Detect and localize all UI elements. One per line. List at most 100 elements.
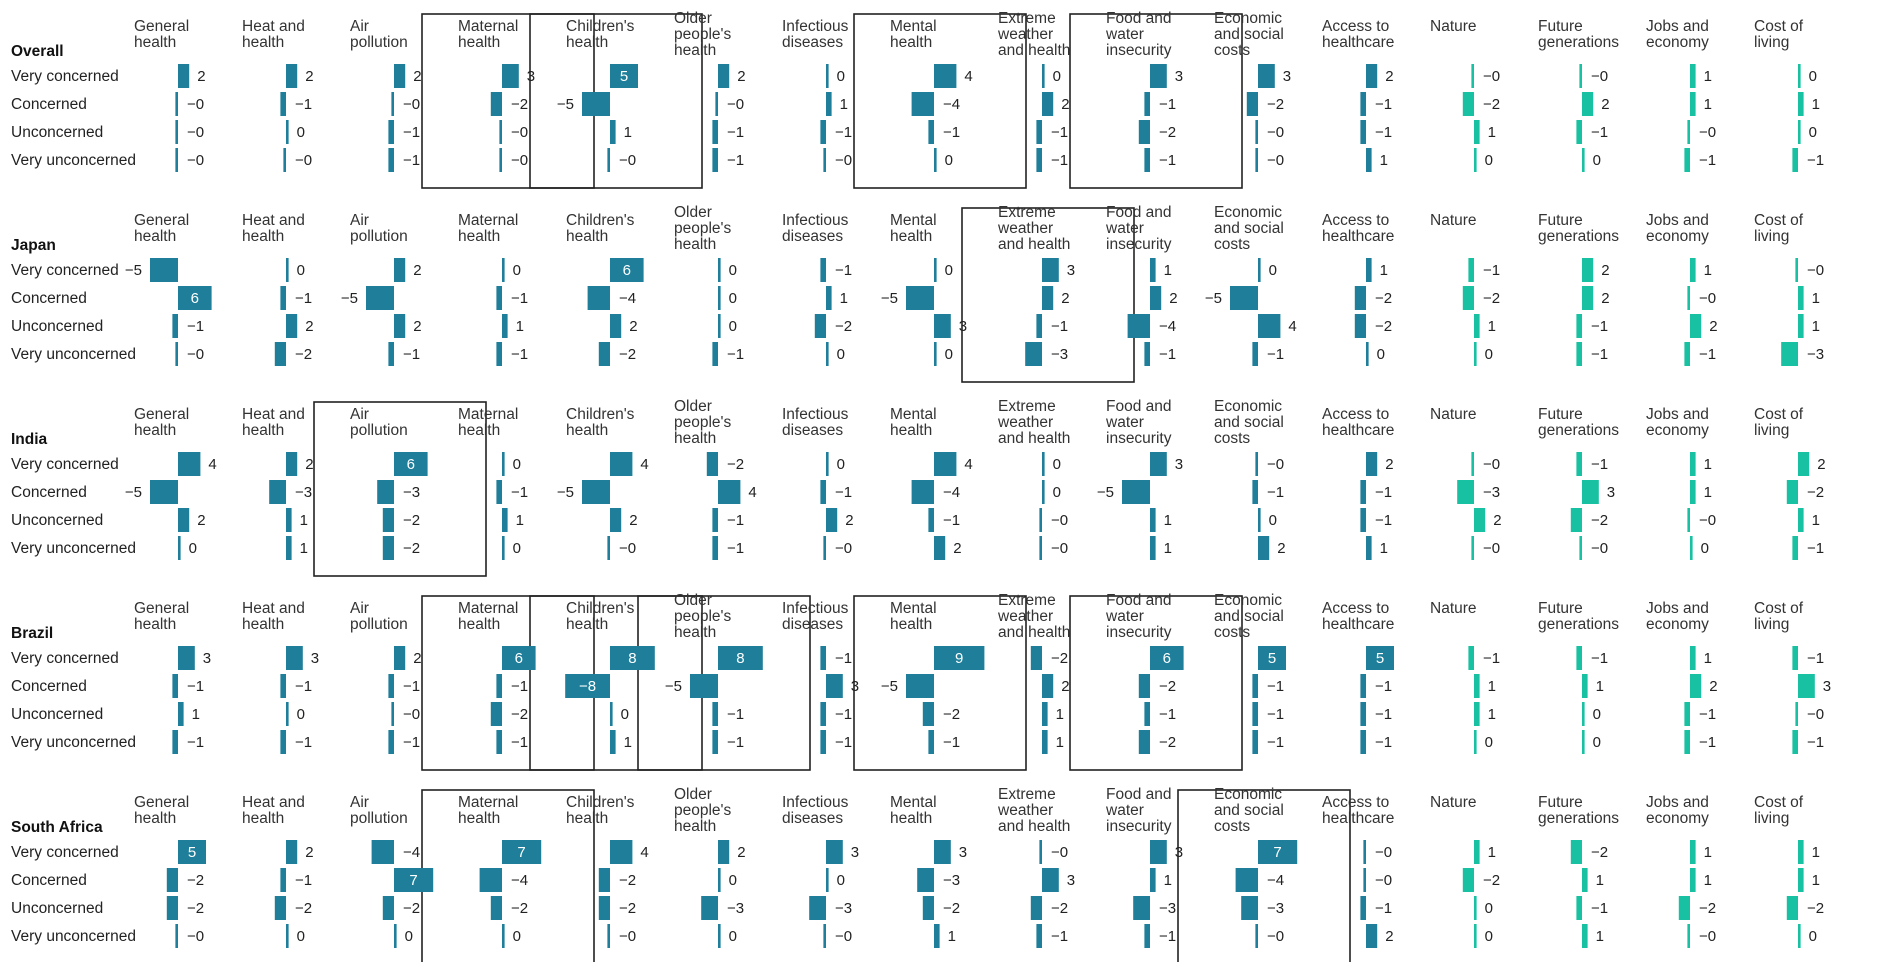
bar <box>1366 342 1369 366</box>
column-header: health <box>134 616 176 633</box>
data-label: −1 <box>1699 706 1716 723</box>
bar <box>502 314 508 338</box>
data-label: −1 <box>1051 928 1068 945</box>
bar <box>1462 868 1474 892</box>
data-label: 1 <box>1380 152 1388 169</box>
bar <box>366 286 394 310</box>
bar <box>1798 120 1801 144</box>
column-header: Nature <box>1430 212 1477 229</box>
bar <box>610 646 655 670</box>
bar <box>934 314 951 338</box>
bar <box>178 64 190 88</box>
column-header: Heat and <box>242 212 305 229</box>
data-label: 0 <box>1269 512 1277 529</box>
bar <box>502 64 519 88</box>
bar <box>1144 148 1150 172</box>
data-label: −4 <box>619 290 636 307</box>
column-header: Maternal <box>458 794 518 811</box>
bar <box>1582 702 1585 726</box>
panel-overall: Overall Very concerned Concerned Unconcerne… <box>11 10 1824 189</box>
column-header: health <box>242 616 284 633</box>
bar <box>1474 342 1477 366</box>
column-header: health <box>458 34 500 51</box>
bar <box>394 452 428 476</box>
bar <box>1366 924 1378 948</box>
bar <box>274 342 286 366</box>
data-label: −0 <box>1267 152 1284 169</box>
highlight-box <box>637 595 811 771</box>
bar <box>1354 314 1366 338</box>
row-label: Very concerned <box>11 456 119 473</box>
bar <box>1360 730 1366 754</box>
column-header: health <box>674 42 716 59</box>
bar <box>377 480 394 504</box>
bar <box>1127 314 1150 338</box>
data-label: 6 <box>1163 650 1171 667</box>
data-label: −0 <box>1591 540 1608 557</box>
bar <box>1255 120 1258 144</box>
bar <box>1471 452 1474 476</box>
bar <box>175 342 178 366</box>
data-label: 2 <box>413 68 421 85</box>
data-label: 0 <box>1053 484 1061 501</box>
column-header: Older <box>674 204 712 221</box>
bar <box>496 342 502 366</box>
data-label: 2 <box>737 68 745 85</box>
data-label: −1 <box>1267 734 1284 751</box>
data-label: −3 <box>295 484 312 501</box>
data-label: 9 <box>955 650 963 667</box>
bar <box>610 508 622 532</box>
data-label: −0 <box>1267 928 1284 945</box>
bar <box>150 480 178 504</box>
bar <box>610 314 622 338</box>
column-header: Air <box>350 18 369 35</box>
bar <box>706 452 718 476</box>
data-label: −1 <box>1699 734 1716 751</box>
bar <box>911 480 934 504</box>
data-label: 1 <box>1488 844 1496 861</box>
data-label: 0 <box>513 928 521 945</box>
data-label: 0 <box>1809 928 1817 945</box>
data-label: 8 <box>628 650 636 667</box>
data-label: 1 <box>300 540 308 557</box>
column-header: living <box>1754 810 1789 827</box>
data-label: 6 <box>623 262 631 279</box>
data-label: −1 <box>1699 346 1716 363</box>
data-label: 0 <box>1485 900 1493 917</box>
bar <box>175 120 178 144</box>
bar <box>1042 480 1045 504</box>
data-label: 2 <box>1493 512 1501 529</box>
bar <box>1798 314 1804 338</box>
column-header: Air <box>350 600 369 617</box>
column-header: diseases <box>782 422 843 439</box>
column-header: health <box>890 228 932 245</box>
column-header: Future <box>1538 212 1583 229</box>
column-header: water <box>1105 26 1144 43</box>
data-label: −0 <box>1807 706 1824 723</box>
bar <box>382 896 394 920</box>
data-label: 1 <box>948 928 956 945</box>
data-label: 0 <box>189 540 197 557</box>
data-label: −1 <box>295 96 312 113</box>
column-header: health <box>458 228 500 245</box>
data-label: 1 <box>1704 650 1712 667</box>
data-label: 2 <box>737 844 745 861</box>
panel-brazil: Brazil Very concerned Concerned Unconcerned… <box>11 592 1831 771</box>
bar <box>607 536 610 560</box>
bar <box>582 92 610 116</box>
data-label: 0 <box>1053 68 1061 85</box>
bar <box>286 64 298 88</box>
row-label: Very concerned <box>11 68 119 85</box>
bar <box>826 452 829 476</box>
column-header: Children's <box>566 18 635 35</box>
column-header: Air <box>350 212 369 229</box>
data-label: 0 <box>621 706 629 723</box>
bar <box>1258 508 1261 532</box>
column-header: Food and <box>1106 10 1172 27</box>
column-header: pollution <box>350 810 408 827</box>
bar <box>371 840 394 864</box>
column-header: General <box>134 406 189 423</box>
bar <box>1150 646 1184 670</box>
column-header: economy <box>1646 616 1709 633</box>
data-label: 2 <box>413 650 421 667</box>
